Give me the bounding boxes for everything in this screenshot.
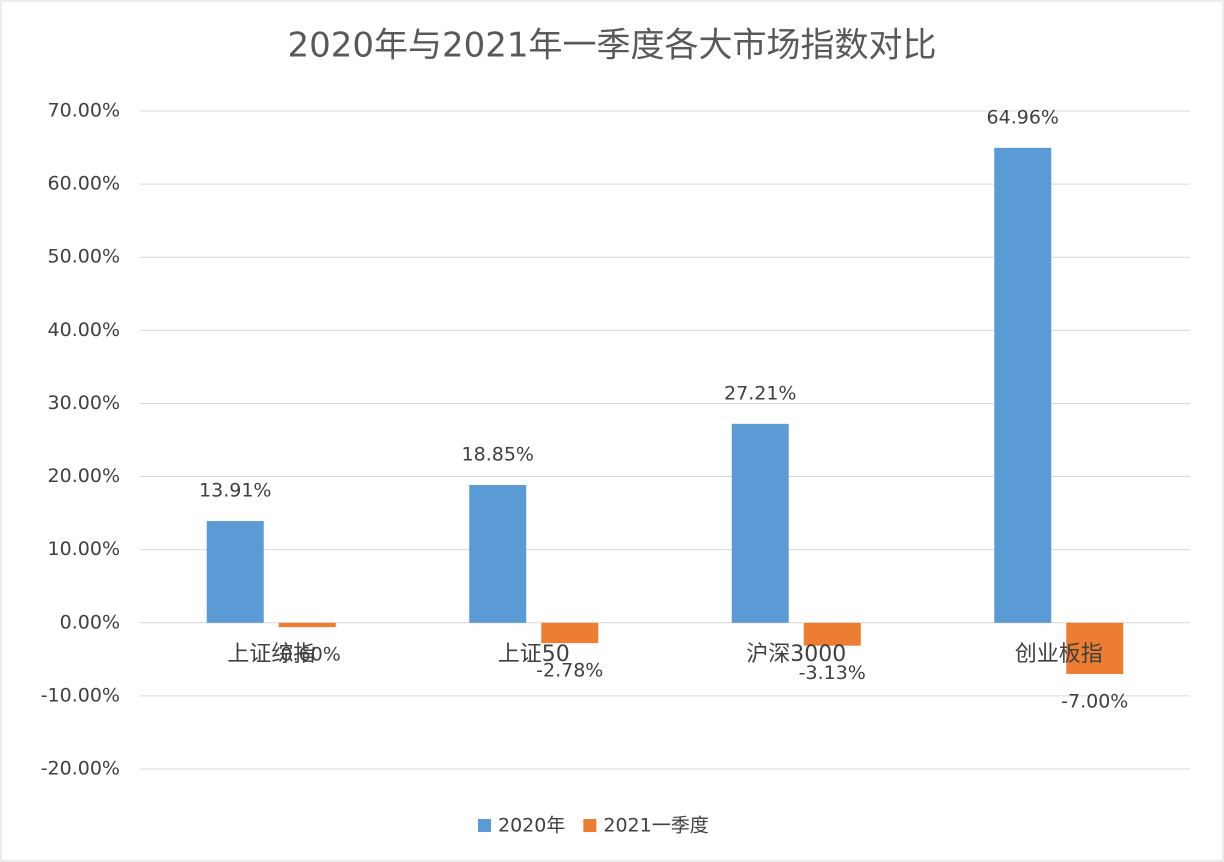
y-tick-label: 0.00% bbox=[60, 611, 120, 633]
legend-label: 2020年 bbox=[498, 815, 565, 837]
x-tick-label: 沪深3000 bbox=[746, 642, 846, 667]
data-label: 18.85% bbox=[462, 443, 534, 465]
data-label: -0.60% bbox=[274, 644, 341, 666]
y-tick-label: -20.00% bbox=[41, 758, 120, 780]
bar bbox=[803, 622, 861, 646]
x-tick-label: 创业板指 bbox=[1015, 642, 1103, 667]
chart-title: 2020年与2021年一季度各大市场指数对比 bbox=[287, 26, 936, 66]
data-label: -7.00% bbox=[1061, 690, 1128, 712]
y-tick-label: 30.00% bbox=[48, 392, 120, 414]
data-label: -3.13% bbox=[799, 662, 866, 684]
bar bbox=[278, 622, 336, 628]
y-tick-label: 60.00% bbox=[48, 173, 120, 195]
legend-swatch bbox=[583, 819, 597, 832]
data-label: 13.91% bbox=[199, 480, 271, 502]
y-tick-label: 20.00% bbox=[48, 465, 120, 487]
x-tick-label: 上证综指 bbox=[227, 642, 315, 667]
y-tick-label: 40.00% bbox=[48, 319, 120, 341]
bar bbox=[994, 147, 1052, 623]
y-tick-label: 70.00% bbox=[48, 100, 120, 122]
data-label: 64.96% bbox=[987, 106, 1059, 128]
legend-swatch bbox=[478, 819, 491, 832]
bar bbox=[541, 622, 599, 644]
y-tick-label: 10.00% bbox=[48, 538, 120, 560]
bar bbox=[731, 423, 789, 623]
y-tick-label: -10.00% bbox=[41, 684, 120, 706]
x-tick-label: 上证50 bbox=[498, 642, 570, 667]
data-label: -2.78% bbox=[536, 660, 603, 682]
legend-label: 2021一季度 bbox=[603, 815, 708, 837]
y-tick-label: 50.00% bbox=[48, 246, 120, 268]
data-label: 27.21% bbox=[724, 382, 796, 404]
bar bbox=[1066, 622, 1124, 674]
bar bbox=[469, 484, 527, 623]
bar bbox=[206, 521, 264, 623]
